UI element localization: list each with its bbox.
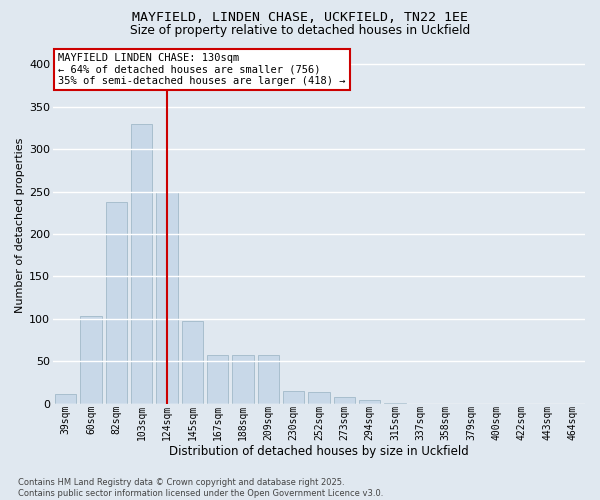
Text: Contains HM Land Registry data © Crown copyright and database right 2025.
Contai: Contains HM Land Registry data © Crown c… <box>18 478 383 498</box>
Text: MAYFIELD, LINDEN CHASE, UCKFIELD, TN22 1EE: MAYFIELD, LINDEN CHASE, UCKFIELD, TN22 1… <box>132 11 468 24</box>
Bar <box>156 192 178 404</box>
Bar <box>232 356 254 404</box>
X-axis label: Distribution of detached houses by size in Uckfield: Distribution of detached houses by size … <box>169 444 469 458</box>
Bar <box>55 394 76 404</box>
Bar <box>359 400 380 404</box>
Bar <box>80 316 102 404</box>
Bar <box>182 322 203 404</box>
Bar <box>308 392 330 404</box>
Bar <box>257 356 279 404</box>
Y-axis label: Number of detached properties: Number of detached properties <box>15 138 25 314</box>
Bar <box>384 403 406 404</box>
Bar <box>283 391 304 404</box>
Text: MAYFIELD LINDEN CHASE: 130sqm
← 64% of detached houses are smaller (756)
35% of : MAYFIELD LINDEN CHASE: 130sqm ← 64% of d… <box>58 53 346 86</box>
Bar <box>131 124 152 404</box>
Text: Size of property relative to detached houses in Uckfield: Size of property relative to detached ho… <box>130 24 470 37</box>
Bar <box>106 202 127 404</box>
Bar <box>334 397 355 404</box>
Bar <box>207 356 229 404</box>
